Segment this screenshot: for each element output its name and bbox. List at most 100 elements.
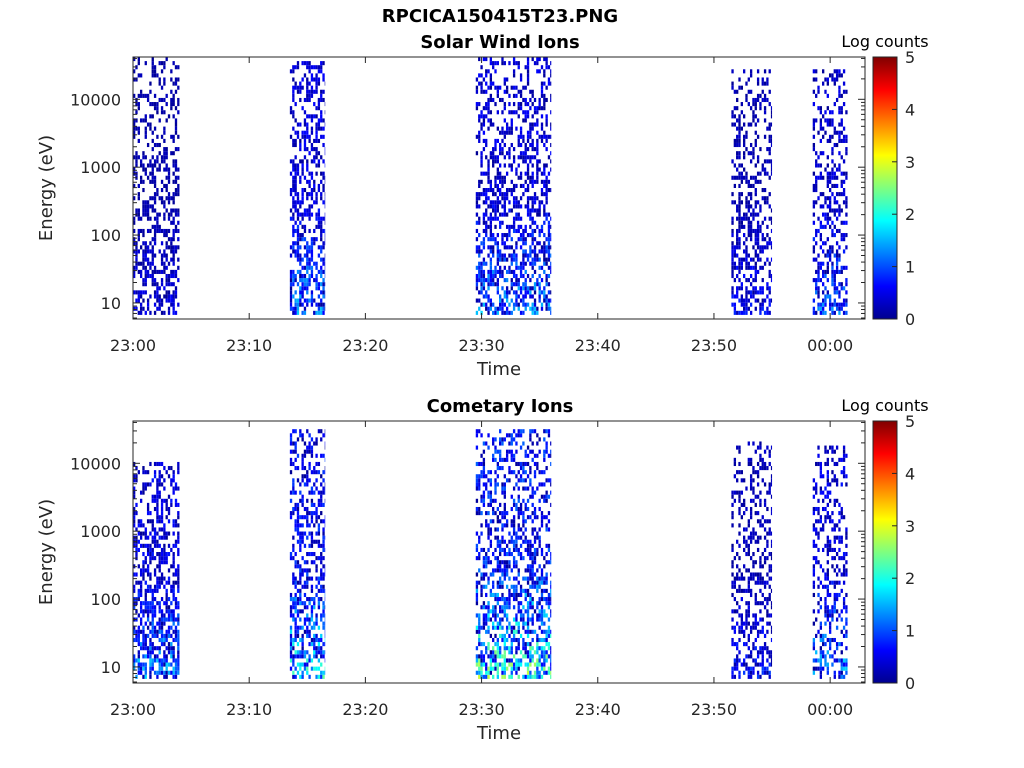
spectrogram-cell	[167, 625, 171, 630]
spectrogram-cell	[743, 502, 746, 507]
spectrogram-cell	[306, 670, 309, 675]
spectrogram-cell	[156, 159, 159, 164]
spectrogram-cell	[503, 547, 506, 552]
spectrogram-cell	[747, 278, 750, 283]
spectrogram-cell	[292, 646, 295, 651]
spectrogram-cell	[177, 629, 180, 634]
spectrogram-cell	[517, 580, 520, 585]
spectrogram-cell	[505, 637, 509, 643]
spectrogram-cell	[731, 265, 734, 270]
spectrogram-cell	[494, 498, 497, 503]
spectrogram-cell	[740, 576, 743, 581]
spectrogram-cell	[536, 257, 539, 262]
spectrogram-cell	[144, 212, 147, 217]
spectrogram-cell	[167, 179, 171, 184]
spectrogram-cell	[824, 273, 827, 279]
spectrogram-cell	[503, 102, 506, 107]
spectrogram-cell	[315, 65, 318, 70]
spectrogram-cell	[503, 155, 506, 160]
spectrogram-cell	[508, 605, 511, 610]
spectrogram-cell	[496, 527, 499, 532]
spectrogram-cell	[515, 502, 518, 507]
spectrogram-cell	[543, 470, 546, 475]
spectrogram-cell	[752, 212, 755, 217]
spectrogram-cell	[310, 470, 314, 475]
spectrogram-cell	[315, 613, 318, 618]
spectrogram-cell	[756, 155, 760, 160]
spectrogram-cell	[517, 216, 520, 221]
spectrogram-cell	[550, 588, 552, 593]
spectrogram-cell	[770, 298, 773, 303]
spectrogram-cell	[740, 629, 743, 634]
spectrogram-cell	[165, 662, 168, 667]
spectrogram-cell	[550, 609, 552, 614]
spectrogram-cell	[482, 212, 486, 217]
spectrogram-cell	[545, 179, 548, 184]
spectrogram-cell	[324, 147, 326, 152]
spectrogram-cell	[167, 613, 171, 618]
spectrogram-cell	[492, 511, 495, 516]
spectrogram-cell	[306, 257, 309, 262]
spectrogram-cell	[547, 666, 551, 671]
spectrogram-cell	[301, 498, 304, 503]
spectrogram-cell	[536, 535, 539, 540]
spectrogram-cell	[494, 633, 497, 638]
spectrogram-cell	[322, 278, 325, 283]
spectrogram-cell	[296, 130, 300, 135]
spectrogram-cell	[303, 531, 307, 536]
spectrogram-cell	[763, 93, 767, 98]
spectrogram-cell	[743, 167, 746, 172]
spectrogram-cell	[320, 588, 323, 593]
spectrogram-cell	[317, 502, 321, 507]
spectrogram-cell	[519, 527, 523, 532]
spectrogram-cell	[512, 204, 516, 209]
spectrogram-cell	[137, 93, 140, 98]
spectrogram-cell	[482, 560, 486, 565]
spectrogram-cell	[745, 568, 748, 573]
spectrogram-cell	[156, 539, 159, 544]
spectrogram-cell	[294, 597, 297, 602]
spectrogram-cell	[747, 220, 750, 225]
spectrogram-cell	[833, 302, 836, 307]
spectrogram-cell	[289, 552, 293, 557]
spectrogram-cell	[489, 539, 493, 544]
spectrogram-cell	[740, 613, 743, 618]
spectrogram-cell	[306, 134, 309, 139]
spectrogram-cell	[317, 126, 321, 131]
spectrogram-cell	[170, 69, 173, 74]
spectrogram-cell	[480, 654, 483, 659]
spectrogram-cell	[747, 666, 750, 671]
spectrogram-cell	[324, 273, 326, 279]
spectrogram-cell	[494, 216, 497, 221]
spectrogram-cell	[153, 269, 157, 274]
spectrogram-cell	[740, 282, 743, 287]
spectrogram-cell	[478, 138, 481, 143]
spectrogram-cell	[289, 490, 293, 495]
spectrogram-cell	[840, 179, 843, 184]
spectrogram-cell	[812, 245, 816, 250]
spectrogram-cell	[292, 97, 295, 103]
spectrogram-cell	[494, 69, 497, 74]
spectrogram-cell	[522, 515, 525, 520]
spectrogram-cell	[508, 621, 511, 626]
spectrogram-cell	[174, 539, 178, 544]
spectrogram-cell	[482, 216, 486, 221]
spectrogram-cell	[308, 629, 311, 634]
spectrogram-cell	[133, 494, 136, 499]
spectrogram-cell	[487, 502, 490, 507]
spectrogram-cell	[503, 200, 506, 205]
spectrogram-cell	[156, 588, 159, 593]
spectrogram-cell	[550, 601, 552, 606]
spectrogram-cell	[320, 437, 323, 442]
x-tick-label: 23:50	[691, 336, 737, 355]
spectrogram-cell	[301, 609, 304, 614]
spectrogram-cell	[733, 674, 737, 679]
spectrogram-cell	[320, 474, 323, 479]
spectrogram-cell	[533, 584, 537, 589]
spectrogram-cell	[828, 298, 832, 303]
spectrogram-cell	[828, 294, 832, 299]
spectrogram-cell	[322, 478, 325, 483]
spectrogram-cell	[826, 122, 829, 127]
spectrogram-cell	[505, 245, 509, 250]
spectrogram-cell	[160, 155, 164, 160]
